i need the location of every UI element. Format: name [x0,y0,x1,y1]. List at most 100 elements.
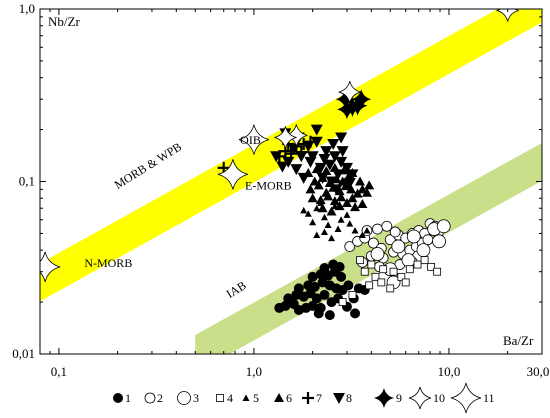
data-point [309,218,317,226]
data-point [413,260,422,269]
data-point [307,193,318,203]
data-point [335,132,348,144]
data-point [344,241,356,252]
series-5 [300,199,371,242]
data-point [293,283,304,294]
data-point [355,176,366,186]
data-point [346,184,357,194]
data-point [357,184,368,194]
legend-item-7: 7 [302,391,322,405]
data-point [365,281,374,290]
data-point [370,247,385,261]
legend-item-4: 4 [216,391,233,405]
legend-label: 6 [286,391,292,405]
data-point [270,151,283,163]
marker-open-circle [144,392,156,404]
data-point [334,201,345,211]
data-point [433,267,442,276]
data-point [323,191,334,201]
data-point [295,151,308,163]
data-point [422,234,434,246]
legend-label: 8 [346,391,352,405]
legend: 1 2 3 4 5 6 7 8 9 10 11 [113,382,495,414]
annotation: IAB [224,278,249,301]
data-point [276,161,289,173]
data-point [360,267,369,276]
data-point [389,226,401,238]
data-point [356,256,364,265]
series-1 [274,259,370,321]
data-point [238,124,270,155]
data-point [320,228,328,235]
x-tick-label: 1,0 [246,364,262,379]
data-point [290,164,303,176]
data-point [314,162,327,174]
data-point [343,178,356,190]
legend-label: 4 [227,391,233,405]
band-iab [195,142,542,354]
data-point [335,156,348,168]
data-point [337,216,345,223]
marker-open-circle-large [177,391,191,405]
data-point [367,260,376,269]
data-point [357,199,368,209]
data-point [313,308,324,319]
tick-labels: 0,1 1,0 10,0 30,0 0,01 0,1 1,0 [12,1,549,379]
data-point [351,226,359,234]
data-point [311,293,322,304]
annotation: OIB [240,133,261,147]
data-point [217,159,248,190]
data-point [340,162,353,174]
data-point [397,272,406,281]
data-point [336,146,349,158]
data-point [280,300,291,311]
data-point [371,272,380,281]
data-point [436,219,451,234]
data-point [305,184,316,194]
annotation: E-MORB [245,178,292,192]
data-point [335,89,356,110]
annotation: N-MORB [84,256,132,270]
data-point [341,198,352,208]
marker-small-triangle [242,394,250,401]
data-point [381,220,393,232]
data-point [317,203,328,213]
data-points [40,9,519,321]
y-axis-label: Nb/Zr [48,14,80,29]
data-point [386,284,395,293]
data-point [427,262,436,271]
x-tick-label: 10,0 [438,364,461,379]
data-point [319,263,330,274]
data-point [350,308,361,319]
legend-item-9: 9 [374,388,402,408]
data-point [401,278,410,287]
data-point [337,176,348,186]
data-point [377,278,386,287]
data-point [343,280,354,291]
legend-label: 3 [193,391,199,405]
data-point [358,231,366,238]
data-point [336,271,347,282]
data-point [384,234,396,246]
data-point [391,239,406,254]
data-point [401,253,416,268]
series-8 [270,124,359,196]
data-point [327,138,340,150]
data-point [324,221,332,228]
data-point [323,159,336,171]
marker-filled-circle [113,393,123,403]
data-point [343,211,351,218]
annotation: MORB & WPB [112,140,184,192]
data-point [351,89,372,110]
data-point [496,9,519,22]
data-point [389,267,398,276]
data-point [318,154,331,166]
legend-item-3: 3 [177,391,199,405]
data-point [416,243,431,258]
data-point [420,256,429,265]
data-point [306,151,319,163]
data-point [319,289,330,300]
legend-item-5: 5 [242,391,259,405]
legend-label: 7 [316,391,322,405]
